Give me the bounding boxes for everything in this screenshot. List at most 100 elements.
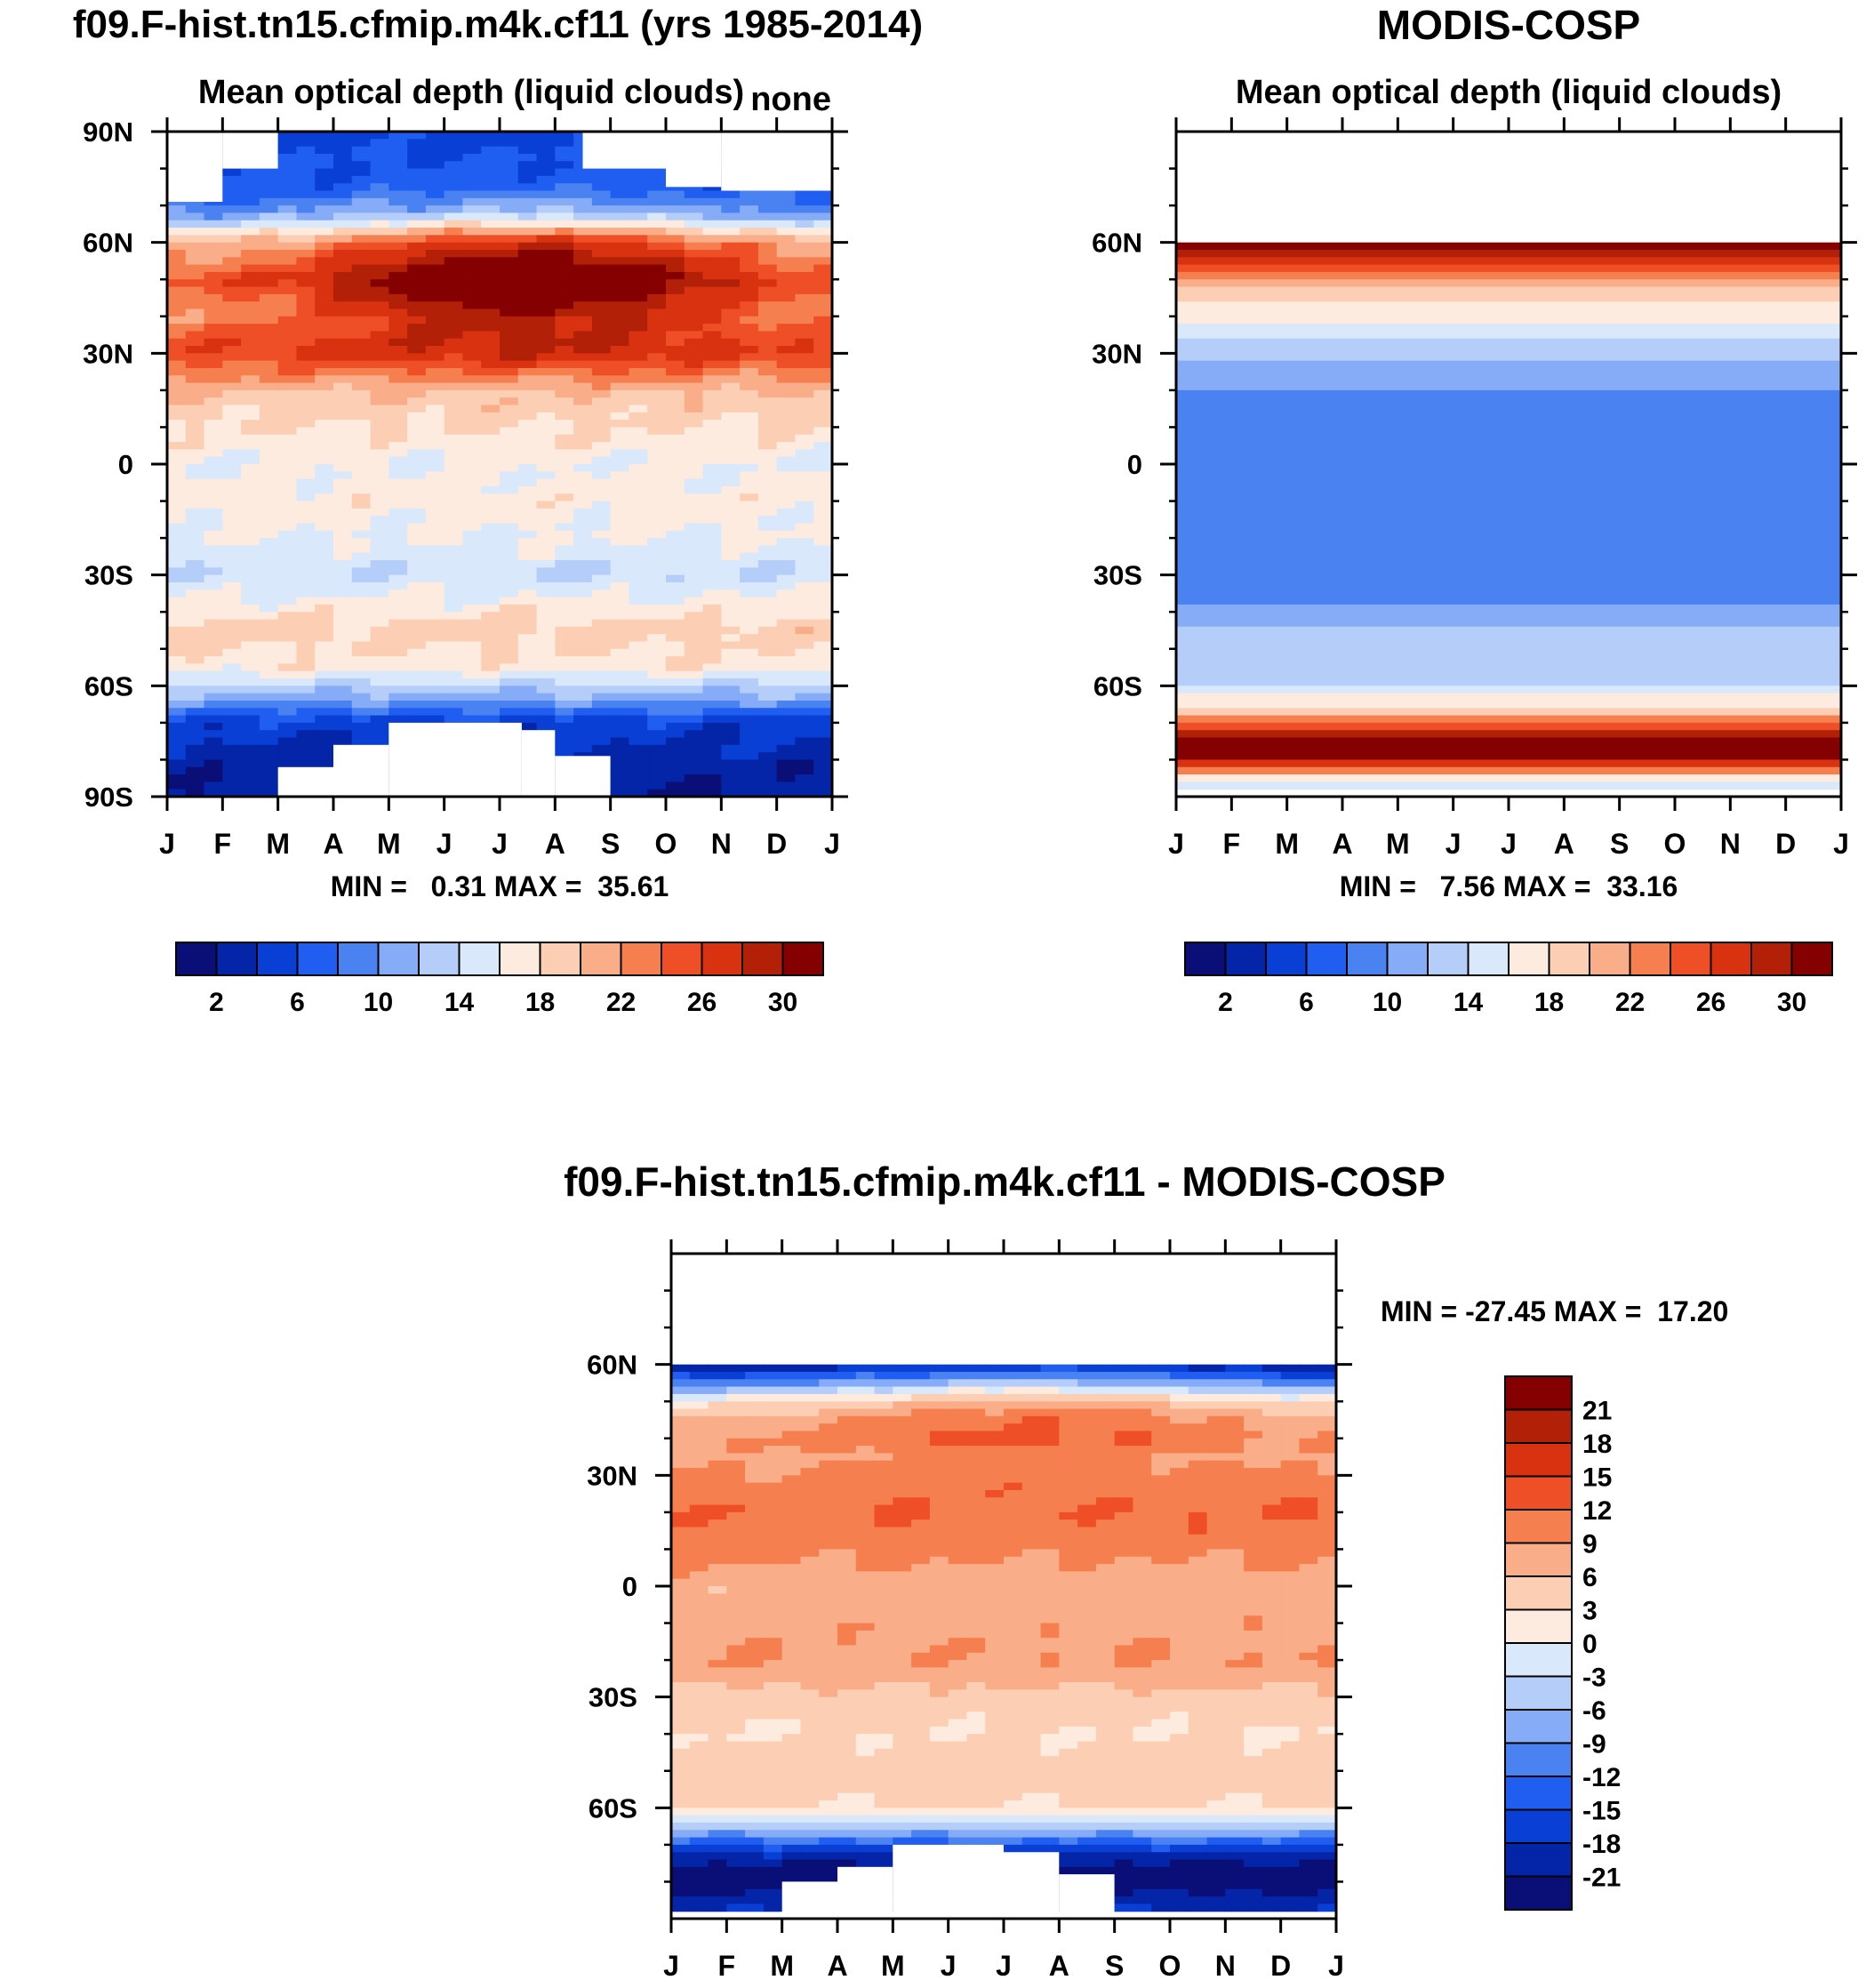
field-cell (1021, 1438, 1042, 1447)
field-cell (425, 309, 445, 317)
field-cell (708, 1607, 727, 1616)
field-cell (481, 597, 501, 605)
field-cell (185, 220, 205, 228)
field-cell (610, 279, 630, 288)
field-cell (1188, 1438, 1208, 1447)
field-cell (874, 1534, 893, 1543)
field-cell (629, 478, 648, 487)
field-cell (481, 530, 501, 539)
field-cell (1095, 1423, 1116, 1432)
field-cell (1299, 1600, 1318, 1609)
field-cell (795, 212, 814, 221)
field-cell (444, 685, 464, 694)
field-cell (277, 442, 298, 450)
field-cell (333, 693, 353, 701)
field-cell (333, 168, 353, 177)
field-cell (1170, 1401, 1189, 1410)
field-cell (948, 1468, 968, 1476)
field-cell (813, 346, 832, 354)
field-cell (757, 626, 778, 635)
field-cell (629, 700, 648, 709)
field-cell (388, 353, 408, 362)
field-cell (985, 1415, 1005, 1424)
field-cell (500, 286, 519, 295)
field-cell (222, 708, 242, 717)
field-cell (702, 634, 722, 643)
field-cell (407, 242, 427, 251)
field-cell (1095, 1371, 1116, 1380)
field-cell (1059, 1600, 1078, 1609)
field-cell (647, 324, 667, 332)
field-cell (721, 560, 741, 568)
field-cell (407, 648, 427, 657)
field-cell (1133, 1401, 1152, 1410)
field-cell (702, 249, 722, 258)
field-cell (407, 420, 427, 429)
field-cell (1299, 1408, 1318, 1417)
field-cell (185, 375, 205, 384)
field-cell (708, 1542, 727, 1551)
field-cell (1244, 1446, 1263, 1454)
field-cell (1188, 1408, 1208, 1417)
field-cell (776, 708, 797, 717)
field-cell (948, 1401, 968, 1410)
field-cell (689, 1489, 709, 1498)
field-cell (1280, 1497, 1301, 1506)
field-cell (966, 1556, 986, 1565)
field-cell (555, 139, 574, 148)
field-cell (444, 279, 464, 288)
field-cell (167, 397, 187, 406)
field-cell (610, 175, 630, 184)
field-cell (333, 456, 353, 465)
field-cell (315, 663, 334, 672)
field-cell (536, 228, 556, 236)
field-cell (763, 1593, 783, 1602)
field-cell (795, 242, 814, 251)
field-cell (837, 1586, 857, 1594)
field-cell (517, 271, 538, 280)
field-cell (167, 257, 187, 266)
field-cell (241, 648, 260, 657)
colorbar-swatch (539, 942, 581, 976)
field-cell (781, 1489, 802, 1498)
field-cell (388, 346, 408, 354)
field-cell (1280, 1379, 1301, 1388)
field-cell (259, 516, 279, 525)
field-cell (666, 604, 685, 613)
field-cell (444, 589, 464, 598)
field-cell (222, 538, 242, 547)
field-cell (370, 626, 389, 635)
field-cell (425, 405, 445, 413)
field-cell (167, 331, 187, 340)
field-cell (893, 1615, 912, 1624)
field-cell (855, 1489, 876, 1498)
field-cell (370, 634, 389, 643)
field-cell (776, 367, 797, 376)
field-cell (781, 1542, 802, 1551)
field-cell (629, 604, 648, 613)
field-cell (647, 375, 667, 384)
field-cell (629, 420, 648, 429)
field-cell (776, 286, 797, 295)
field-cell (745, 1564, 765, 1572)
field-cell (1225, 1623, 1245, 1631)
field-cell (167, 389, 187, 398)
field-cell (819, 1438, 838, 1447)
y-tick-label: 60S (1093, 670, 1142, 701)
field-cell (517, 685, 538, 694)
field-cell (1188, 1645, 1208, 1654)
field-cell (702, 715, 722, 724)
field-cell (500, 367, 519, 376)
field-cell (241, 634, 260, 643)
field-cell (204, 501, 223, 509)
field-cell (517, 574, 538, 583)
field-cell (721, 360, 741, 369)
field-cell (259, 619, 279, 628)
field-cell (813, 471, 832, 480)
field-cell (795, 442, 814, 450)
field-cell (1077, 1379, 1097, 1388)
field-cell (647, 597, 667, 605)
field-cell (407, 220, 427, 228)
field-cell (813, 485, 832, 494)
field-cell (185, 693, 205, 701)
